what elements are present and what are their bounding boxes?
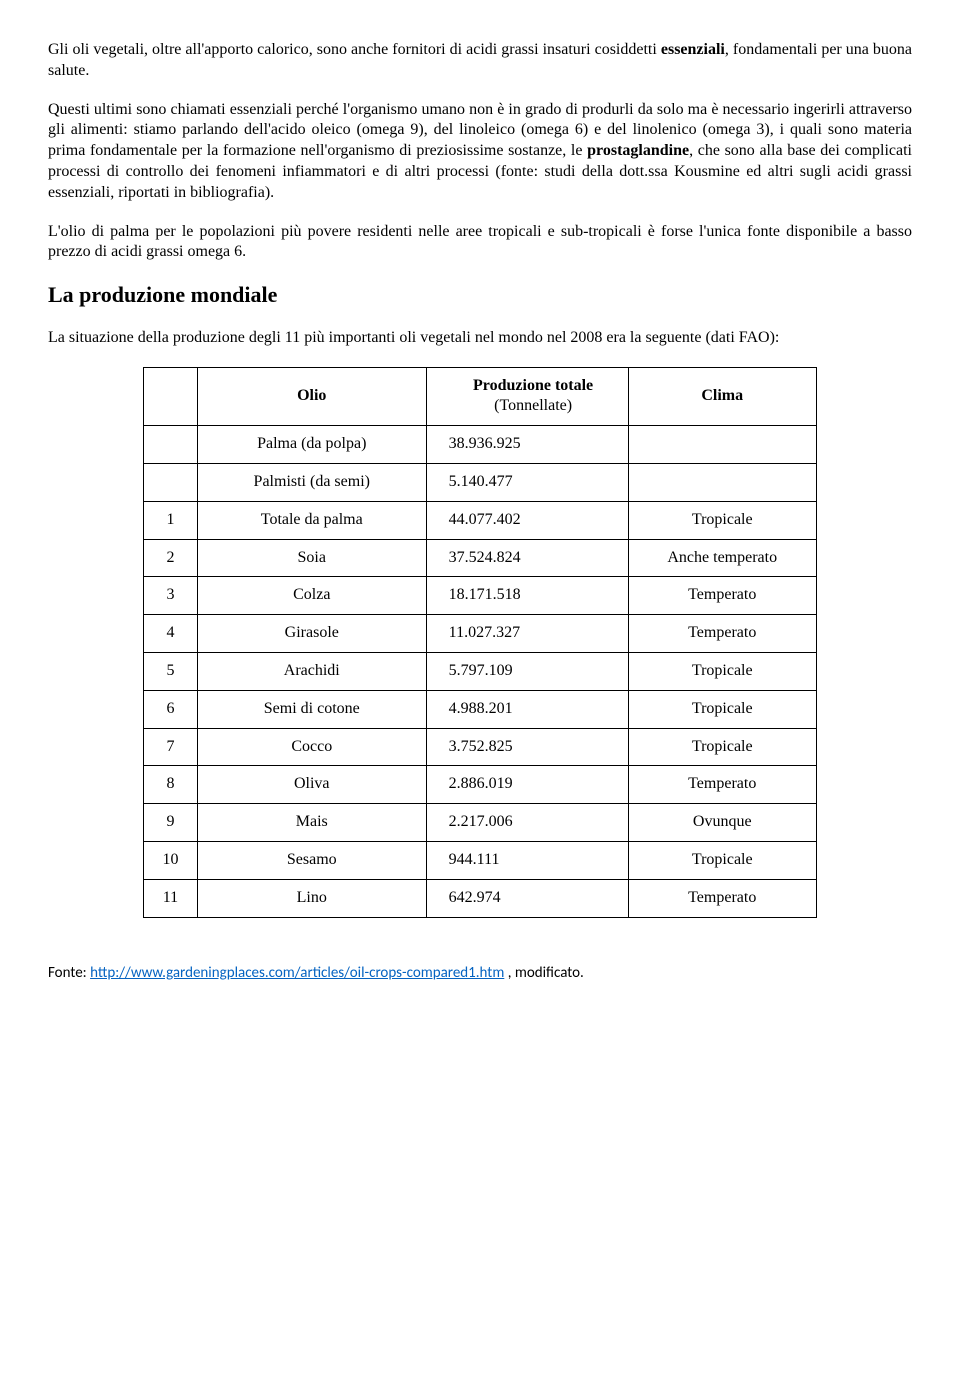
cell-prod: 44.077.402 bbox=[426, 501, 628, 539]
cell-prod: 4.988.201 bbox=[426, 690, 628, 728]
p1-bold: essenziali bbox=[661, 41, 725, 58]
cell-prod: 18.171.518 bbox=[426, 577, 628, 615]
cell-oil: Oliva bbox=[197, 766, 426, 804]
header-rank bbox=[144, 367, 198, 426]
cell-clima: Ovunque bbox=[628, 804, 816, 842]
header-oil: Olio bbox=[197, 367, 426, 426]
cell-rank: 10 bbox=[144, 841, 198, 879]
cell-oil: Cocco bbox=[197, 728, 426, 766]
table-row: 3Colza18.171.518Temperato bbox=[144, 577, 817, 615]
source-label: Fonte: bbox=[48, 964, 90, 982]
cell-oil: Totale da palma bbox=[197, 501, 426, 539]
table-intro: La situazione della produzione degli 11 … bbox=[48, 328, 912, 349]
cell-rank bbox=[144, 463, 198, 501]
source-line: Fonte: http://www.gardeningplaces.com/ar… bbox=[48, 964, 912, 984]
cell-clima: Tropicale bbox=[628, 841, 816, 879]
table-row: 1Totale da palma44.077.402Tropicale bbox=[144, 501, 817, 539]
cell-clima bbox=[628, 426, 816, 464]
cell-prod: 11.027.327 bbox=[426, 615, 628, 653]
cell-prod: 37.524.824 bbox=[426, 539, 628, 577]
cell-rank bbox=[144, 426, 198, 464]
cell-clima: Anche temperato bbox=[628, 539, 816, 577]
table-row: Palma (da polpa)38.936.925 bbox=[144, 426, 817, 464]
cell-oil: Soia bbox=[197, 539, 426, 577]
oil-production-table: Olio Produzione totale (Tonnellate) Clim… bbox=[143, 367, 817, 918]
section-heading: La produzione mondiale bbox=[48, 281, 912, 310]
table-row: 7Cocco3.752.825Tropicale bbox=[144, 728, 817, 766]
source-suffix: , modificato. bbox=[504, 964, 584, 982]
p1-text: Gli oli vegetali, oltre all'apporto calo… bbox=[48, 41, 661, 58]
cell-prod: 5.797.109 bbox=[426, 652, 628, 690]
cell-clima bbox=[628, 463, 816, 501]
cell-oil: Mais bbox=[197, 804, 426, 842]
cell-prod: 38.936.925 bbox=[426, 426, 628, 464]
paragraph-3: L'olio di palma per le popolazioni più p… bbox=[48, 222, 912, 264]
table-row: 11Lino642.974Temperato bbox=[144, 879, 817, 917]
source-link[interactable]: http://www.gardeningplaces.com/articles/… bbox=[90, 964, 504, 982]
table-row: 5Arachidi5.797.109Tropicale bbox=[144, 652, 817, 690]
cell-rank: 4 bbox=[144, 615, 198, 653]
header-clima: Clima bbox=[628, 367, 816, 426]
cell-rank: 8 bbox=[144, 766, 198, 804]
cell-oil: Sesamo bbox=[197, 841, 426, 879]
cell-rank: 5 bbox=[144, 652, 198, 690]
cell-clima: Tropicale bbox=[628, 690, 816, 728]
cell-oil: Lino bbox=[197, 879, 426, 917]
cell-oil: Semi di cotone bbox=[197, 690, 426, 728]
cell-prod: 2.886.019 bbox=[426, 766, 628, 804]
table-header-row: Olio Produzione totale (Tonnellate) Clim… bbox=[144, 367, 817, 426]
cell-oil: Palmisti (da semi) bbox=[197, 463, 426, 501]
cell-oil: Arachidi bbox=[197, 652, 426, 690]
p2-bold: prostaglandine bbox=[587, 142, 689, 159]
cell-prod: 2.217.006 bbox=[426, 804, 628, 842]
cell-oil: Girasole bbox=[197, 615, 426, 653]
table-row: 4Girasole11.027.327Temperato bbox=[144, 615, 817, 653]
cell-clima: Temperato bbox=[628, 879, 816, 917]
paragraph-2: Questi ultimi sono chiamati essenziali p… bbox=[48, 100, 912, 204]
cell-rank: 1 bbox=[144, 501, 198, 539]
header-prod: Produzione totale (Tonnellate) bbox=[426, 367, 628, 426]
cell-rank: 3 bbox=[144, 577, 198, 615]
cell-clima: Tropicale bbox=[628, 652, 816, 690]
cell-rank: 2 bbox=[144, 539, 198, 577]
cell-oil: Colza bbox=[197, 577, 426, 615]
table-row: 6Semi di cotone4.988.201Tropicale bbox=[144, 690, 817, 728]
cell-rank: 9 bbox=[144, 804, 198, 842]
cell-prod: 3.752.825 bbox=[426, 728, 628, 766]
header-prod-sub: (Tonnellate) bbox=[494, 397, 572, 414]
paragraph-1: Gli oli vegetali, oltre all'apporto calo… bbox=[48, 40, 912, 82]
header-prod-main: Produzione totale bbox=[473, 377, 593, 394]
cell-clima: Temperato bbox=[628, 615, 816, 653]
cell-clima: Temperato bbox=[628, 577, 816, 615]
cell-prod: 5.140.477 bbox=[426, 463, 628, 501]
cell-rank: 6 bbox=[144, 690, 198, 728]
cell-clima: Temperato bbox=[628, 766, 816, 804]
cell-rank: 11 bbox=[144, 879, 198, 917]
table-row: 9Mais2.217.006Ovunque bbox=[144, 804, 817, 842]
cell-clima: Tropicale bbox=[628, 728, 816, 766]
table-row: 10Sesamo944.111Tropicale bbox=[144, 841, 817, 879]
table-row: Palmisti (da semi)5.140.477 bbox=[144, 463, 817, 501]
cell-oil: Palma (da polpa) bbox=[197, 426, 426, 464]
cell-rank: 7 bbox=[144, 728, 198, 766]
cell-prod: 642.974 bbox=[426, 879, 628, 917]
cell-prod: 944.111 bbox=[426, 841, 628, 879]
table-row: 8Oliva2.886.019Temperato bbox=[144, 766, 817, 804]
table-row: 2Soia37.524.824Anche temperato bbox=[144, 539, 817, 577]
cell-clima: Tropicale bbox=[628, 501, 816, 539]
